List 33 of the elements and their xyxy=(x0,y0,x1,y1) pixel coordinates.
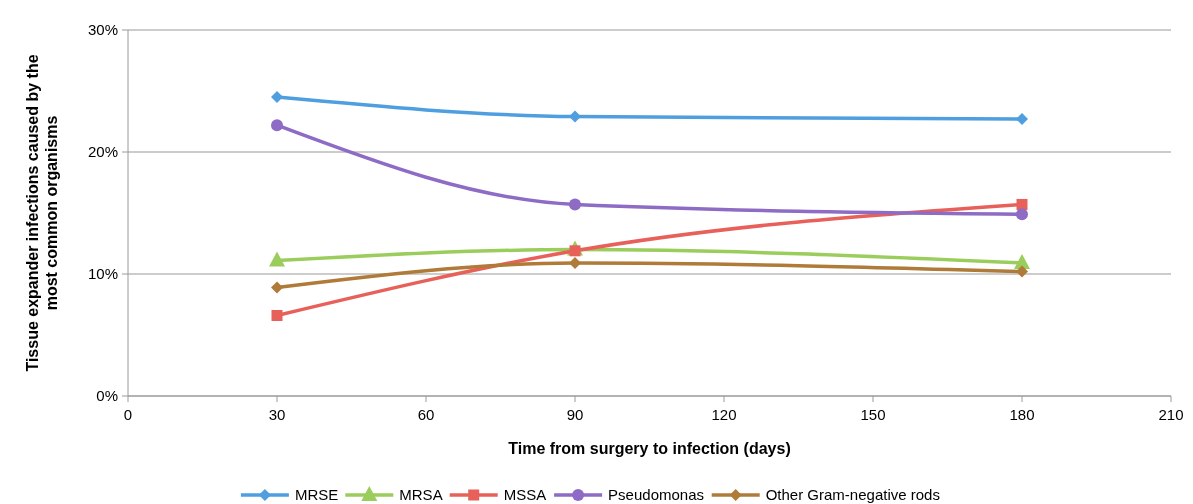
x-tick-label: 210 xyxy=(1158,406,1184,423)
x-tick-label: 90 xyxy=(566,406,584,423)
point xyxy=(569,198,581,211)
point xyxy=(569,245,581,257)
y-tick-label: 10% xyxy=(87,265,118,283)
point xyxy=(271,281,283,294)
point xyxy=(1016,198,1028,210)
point xyxy=(1014,254,1030,270)
x-axis-title: Time from surgery to infection (days) xyxy=(508,440,791,457)
y-axis-title: Tissue expander infections caused by the most common organisms xyxy=(24,54,61,372)
x-tick-label: 0 xyxy=(123,406,133,423)
point xyxy=(269,251,285,267)
point xyxy=(271,309,283,321)
point xyxy=(1016,265,1028,278)
x-tick-label: 180 xyxy=(1009,406,1035,423)
y-tick-label: 30% xyxy=(87,21,118,39)
point xyxy=(271,91,283,104)
x-tick-label: 150 xyxy=(860,406,886,423)
legend-label: Other Gram-negative rods xyxy=(765,486,940,503)
point xyxy=(1016,113,1028,126)
point xyxy=(1016,208,1028,221)
point xyxy=(569,257,581,270)
x-tick-label: 30 xyxy=(268,406,286,423)
x-tick-label: 60 xyxy=(417,406,435,423)
y-tick-label: 0% xyxy=(96,387,118,405)
point xyxy=(271,119,283,132)
y-tick-label: 20% xyxy=(87,143,118,161)
legend-label: MRSA xyxy=(399,486,443,503)
point xyxy=(569,110,581,123)
legend-label: MSSA xyxy=(503,486,547,503)
legend-label: Pseudomonas xyxy=(608,486,705,503)
x-tick-label: 120 xyxy=(711,406,737,423)
legend-label: MRSE xyxy=(294,486,339,503)
